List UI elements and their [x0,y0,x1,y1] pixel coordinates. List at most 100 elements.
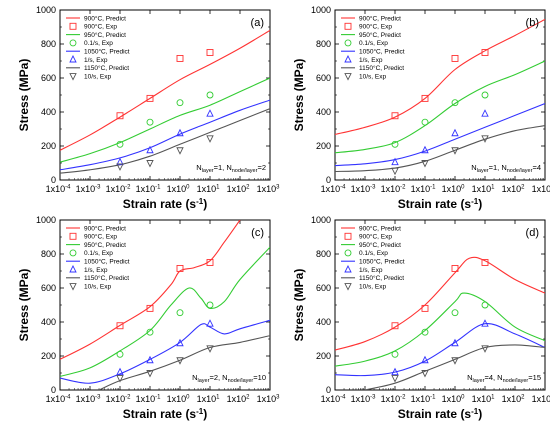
y-tick-label: 600 [316,73,331,83]
x-tick-label: 1x102 [227,184,251,194]
data-point [421,328,429,336]
legend-entry: 950°C, Predict [359,31,401,39]
legend-entry: 1050°C, Predict [359,258,405,266]
legend-marker-swatch [69,39,77,47]
x-tick-label: 1x10-3 [351,184,377,194]
legend-entry: 900°C, Predict [84,14,126,22]
data-point [421,94,429,102]
x-tick-label: 1x10-3 [76,394,102,404]
data-point [391,157,399,166]
legend-entry: 1050°C, Predict [84,48,130,56]
data-point [146,118,154,126]
data-point [146,145,154,154]
data-point [391,322,399,330]
y-tick-label: 0 [326,385,331,395]
panel-label: (b) [526,17,539,29]
data-point [206,109,214,117]
x-tick-label: 1x10-3 [351,394,377,404]
data-point [176,265,184,272]
x-tick-label: 1x100 [167,394,191,404]
legend-entry: 1150°C, Predict [359,274,404,282]
data-point [421,145,429,154]
legend-entry: 1/s, Exp [84,57,108,64]
legend-entry: 900°C, Exp [359,23,392,31]
legend-marker-swatch [69,232,77,240]
panel-label: (d) [526,227,539,239]
data-point [391,367,399,376]
x-tick-label: 1x102 [227,394,251,404]
data-point [421,355,429,364]
y-tick-label: 800 [41,249,56,259]
x-axis-title: Strain rate (s-1) [123,407,207,421]
legend-entry: 900°C, Exp [84,233,117,241]
x-tick-label: 1x102 [502,394,526,404]
y-axis-title: Stress (MPa) [17,59,31,132]
x-tick-label: 1x103 [257,184,281,194]
series-line [335,125,545,173]
data-point [481,319,489,327]
y-tick-label: 1000 [311,215,331,225]
series-line [335,60,545,154]
data-point [451,128,459,137]
data-point [451,338,459,347]
y-tick-label: 0 [51,175,56,185]
series-line [335,102,545,167]
legend-marker-swatch [69,249,77,257]
legend-entry: 900°C, Predict [84,224,126,232]
curves-group [335,256,545,390]
chart-panel-d: 0 200 400 600 800 1000 1x10-4 1x10-3 1x10-2 1x10-… [292,215,550,421]
series-line [60,246,270,377]
x-tick-label: 1x101 [472,184,496,194]
data-point [146,370,154,378]
legend-entry: 900°C, Exp [359,233,392,241]
series-line [60,77,270,163]
x-tick-label: 1x10-2 [106,184,132,194]
x-tick-label: 1x10-4 [321,394,347,404]
data-point [481,49,489,56]
y-tick-label: 0 [326,175,331,185]
legend-marker-swatch [344,39,352,47]
x-axis-title: Strain rate (s-1) [398,197,482,211]
legend-entry: 0.1/s, Exp [359,40,388,47]
data-point [206,259,214,266]
y-tick-label: 200 [41,351,56,361]
data-point [481,109,489,117]
x-tick-label: 1x101 [472,394,496,404]
x-tick-label: 1x10-2 [381,394,407,404]
x-tick-label: 1x103 [257,394,281,404]
x-tick-label: 1x10-3 [76,184,102,194]
x-tick-label: 1x103 [532,184,550,194]
data-point [116,367,124,376]
data-point [481,259,489,266]
y-axis-title: Stress (MPa) [292,269,306,342]
data-point [116,350,124,358]
y-tick-label: 800 [316,39,331,49]
data-point [481,135,489,143]
x-tick-label: 1x100 [442,394,466,404]
legend-entry: 1/s, Exp [359,267,383,274]
x-axis-title: Strain rate (s-1) [123,197,207,211]
series-line [60,99,270,171]
x-tick-label: 1x10-1 [411,394,437,404]
x-tick-label: 1x101 [197,394,221,404]
legend-marker-swatch [344,232,352,240]
y-tick-label: 400 [41,317,56,327]
panel-label: (c) [251,227,264,239]
x-tick-label: 1x10-4 [46,394,72,404]
chart-panel-b: 0 200 400 600 800 1000 1x10-4 1x10-3 1x10-2 1x10-… [292,5,550,211]
y-tick-label: 600 [41,73,56,83]
data-point [146,355,154,364]
legend-entry: 10/s, Exp [84,283,111,290]
data-point [391,140,399,148]
data-point [206,91,214,99]
y-tick-label: 200 [316,141,331,151]
network-annotation: Nlayer=4, Nnode/layer=15 [467,373,541,384]
y-tick-label: 800 [41,39,56,49]
data-point [391,375,399,383]
legend-marker-swatch [344,54,352,63]
series-line [364,344,545,390]
y-tick-label: 200 [316,351,331,361]
series-line [335,323,545,377]
data-point [206,319,214,327]
